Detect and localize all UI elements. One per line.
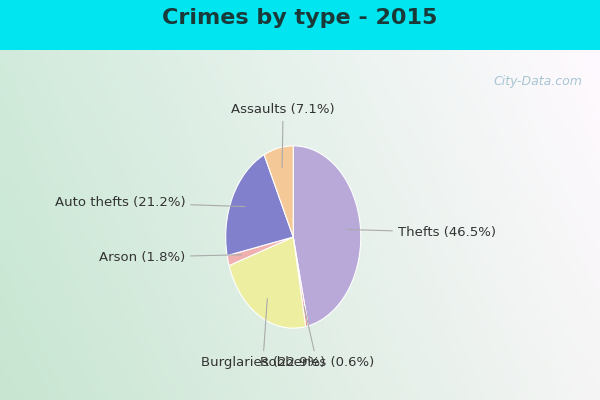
Text: City-Data.com: City-Data.com [493,74,582,88]
Text: Robberies (0.6%): Robberies (0.6%) [260,307,374,369]
Wedge shape [293,146,361,326]
Text: Auto thefts (21.2%): Auto thefts (21.2%) [55,196,245,209]
Text: Assaults (7.1%): Assaults (7.1%) [232,103,335,168]
Text: Arson (1.8%): Arson (1.8%) [99,250,242,264]
Wedge shape [293,237,308,327]
Text: Crimes by type - 2015: Crimes by type - 2015 [163,8,437,28]
Wedge shape [264,146,293,237]
Wedge shape [227,237,293,266]
Text: Thefts (46.5%): Thefts (46.5%) [346,226,496,239]
Wedge shape [229,237,305,328]
Text: Burglaries (22.9%): Burglaries (22.9%) [201,299,325,369]
Wedge shape [226,155,293,256]
